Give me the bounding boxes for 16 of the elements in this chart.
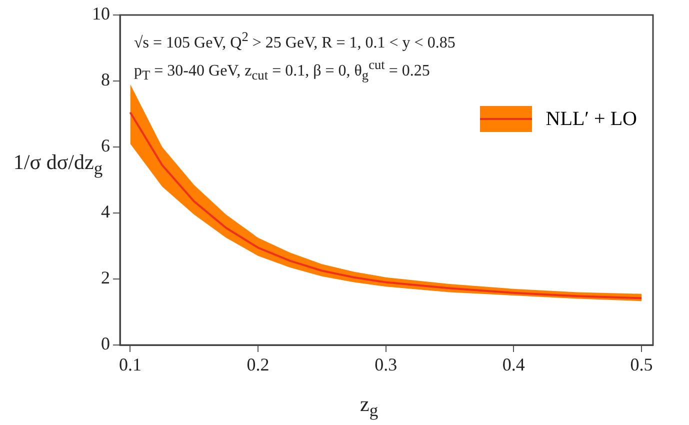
y-tick-label: 8 (101, 70, 110, 90)
x-tick-label: 0.2 (246, 354, 270, 375)
legend-label: NLL′ + LO (546, 108, 637, 130)
annotation: p$_{T}$ = 30-40 GeV, z$_{cut}$ = 0.1, β = 0, θ$_{g}$$^{cut}$ = 0.25 (134, 57, 430, 83)
x-tick-label: 0.5 (630, 354, 653, 375)
x-axis-title: z$_{g}$ (360, 392, 378, 422)
x-tick-label: 0.1 (118, 354, 142, 375)
x-tick-label: 0.4 (502, 354, 525, 375)
y-axis-title: 1/σ dσ/dz$_{g}$ (13, 150, 103, 178)
x-tick-label: 0.3 (374, 354, 398, 375)
annotation: √s = 105 GeV, Q$^{2}$ > 25 GeV, R = 1, 0.1 < y < 0.85 (134, 29, 456, 52)
y-tick-label: 4 (101, 202, 110, 222)
y-tick-label: 6 (101, 136, 110, 156)
y-tick-label: 0 (101, 334, 110, 354)
y-tick-label: 10 (92, 4, 110, 24)
y-tick-label: 2 (101, 268, 110, 288)
